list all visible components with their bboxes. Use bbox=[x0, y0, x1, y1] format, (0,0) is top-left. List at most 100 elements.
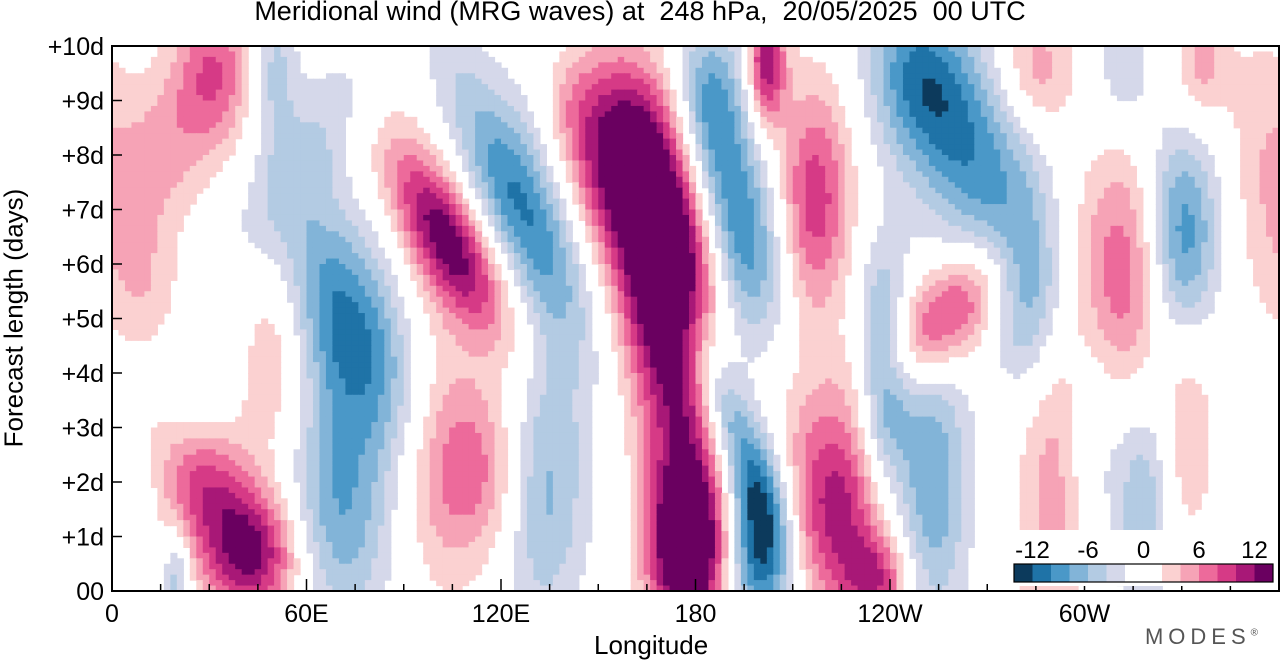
heatmap-cell bbox=[727, 73, 735, 80]
heatmap-cell bbox=[656, 242, 664, 249]
heatmap-cell bbox=[338, 242, 346, 249]
heatmap-cell bbox=[124, 220, 133, 227]
heatmap-cell bbox=[974, 116, 982, 123]
heatmap-cell bbox=[1045, 165, 1053, 172]
heatmap-cell bbox=[760, 100, 768, 107]
heatmap-cell bbox=[1032, 182, 1040, 189]
heatmap-cell bbox=[384, 187, 392, 194]
heatmap-cell bbox=[974, 138, 982, 145]
heatmap-cell bbox=[520, 242, 528, 249]
heatmap-cell bbox=[611, 204, 619, 211]
heatmap-cell bbox=[124, 160, 133, 167]
heatmap-cell bbox=[993, 155, 1001, 162]
heatmap-cell bbox=[585, 62, 593, 69]
heatmap-cell bbox=[442, 193, 450, 200]
heatmap-cell bbox=[1000, 105, 1008, 112]
heatmap-cell bbox=[345, 105, 353, 112]
heatmap-cell bbox=[293, 138, 301, 145]
heatmap-cell bbox=[306, 78, 314, 85]
heatmap-cell bbox=[1090, 198, 1099, 205]
heatmap-cell bbox=[1233, 84, 1241, 91]
heatmap-cell bbox=[1272, 165, 1280, 172]
heatmap-cell bbox=[656, 67, 664, 74]
heatmap-cell bbox=[1026, 204, 1034, 211]
heatmap-cell bbox=[1013, 220, 1021, 227]
heatmap-cell bbox=[708, 182, 716, 189]
heatmap-cell bbox=[941, 95, 949, 102]
heatmap-cell bbox=[170, 144, 178, 151]
heatmap-cell bbox=[643, 155, 651, 162]
heatmap-cell bbox=[1272, 160, 1280, 167]
heatmap-cell bbox=[1013, 138, 1021, 145]
heatmap-cell bbox=[1065, 46, 1073, 53]
heatmap-cell bbox=[1201, 46, 1209, 53]
heatmap-cell bbox=[598, 209, 606, 216]
heatmap-cell bbox=[967, 89, 975, 96]
heatmap-cell bbox=[870, 89, 878, 96]
heatmap-cell bbox=[864, 51, 872, 58]
heatmap-cell bbox=[954, 193, 962, 200]
heatmap-cell bbox=[974, 105, 982, 112]
heatmap-cell bbox=[974, 198, 982, 205]
heatmap-cell bbox=[1259, 176, 1267, 183]
heatmap-cell bbox=[565, 242, 573, 249]
heatmap-cell bbox=[818, 214, 826, 221]
heatmap-cell bbox=[701, 160, 710, 167]
heatmap-cell bbox=[1032, 56, 1040, 63]
heatmap-cell bbox=[954, 51, 962, 58]
heatmap-cell bbox=[1266, 95, 1274, 102]
heatmap-cell bbox=[319, 225, 327, 232]
heatmap-cell bbox=[449, 89, 457, 96]
heatmap-cell bbox=[1026, 214, 1034, 221]
heatmap-cell bbox=[137, 225, 146, 232]
heatmap-cell bbox=[630, 193, 638, 200]
heatmap-cell bbox=[1123, 165, 1131, 172]
heatmap-cell bbox=[961, 182, 969, 189]
heatmap-cell bbox=[591, 182, 599, 189]
heatmap-cell bbox=[390, 160, 398, 167]
heatmap-cell bbox=[954, 171, 962, 178]
heatmap-cell bbox=[397, 176, 405, 183]
heatmap-cell bbox=[1266, 193, 1274, 200]
heatmap-cell bbox=[397, 165, 405, 172]
heatmap-cell bbox=[1266, 182, 1274, 189]
heatmap-cell bbox=[1065, 51, 1073, 58]
heatmap-cell bbox=[306, 122, 314, 129]
heatmap-cell bbox=[974, 214, 982, 221]
heatmap-cell bbox=[902, 209, 911, 216]
heatmap-cell bbox=[805, 133, 813, 140]
heatmap-cell bbox=[1175, 193, 1183, 200]
heatmap-cell bbox=[727, 171, 735, 178]
heatmap-cell bbox=[708, 51, 716, 58]
heatmap-cell bbox=[669, 198, 677, 205]
heatmap-cell bbox=[753, 193, 761, 200]
heatmap-cell bbox=[883, 209, 891, 216]
heatmap-cell bbox=[144, 220, 152, 227]
heatmap-cell bbox=[877, 78, 885, 85]
heatmap-cell bbox=[501, 187, 509, 194]
heatmap-cell bbox=[799, 73, 807, 80]
heatmap-cell bbox=[598, 198, 606, 205]
heatmap-cell bbox=[714, 149, 723, 156]
heatmap-cell bbox=[831, 138, 839, 145]
heatmap-cell bbox=[403, 209, 411, 216]
heatmap-cell bbox=[922, 165, 930, 172]
heatmap-cell bbox=[513, 133, 522, 140]
heatmap-cell bbox=[501, 198, 509, 205]
heatmap-cell bbox=[338, 111, 346, 118]
heatmap-cell bbox=[980, 209, 988, 216]
heatmap-cell bbox=[1272, 95, 1280, 102]
heatmap-cell bbox=[131, 95, 139, 102]
heatmap-cell bbox=[150, 78, 158, 85]
heatmap-cell bbox=[663, 138, 671, 145]
heatmap-cell bbox=[462, 198, 470, 205]
heatmap-cell bbox=[915, 231, 924, 238]
heatmap-cell bbox=[747, 149, 755, 156]
heatmap-cell bbox=[287, 214, 295, 221]
heatmap-cell bbox=[112, 182, 120, 189]
heatmap-cell bbox=[176, 182, 184, 189]
heatmap-cell bbox=[267, 78, 275, 85]
heatmap-cell bbox=[280, 73, 288, 80]
heatmap-cell bbox=[896, 193, 904, 200]
heatmap-cell bbox=[604, 193, 612, 200]
